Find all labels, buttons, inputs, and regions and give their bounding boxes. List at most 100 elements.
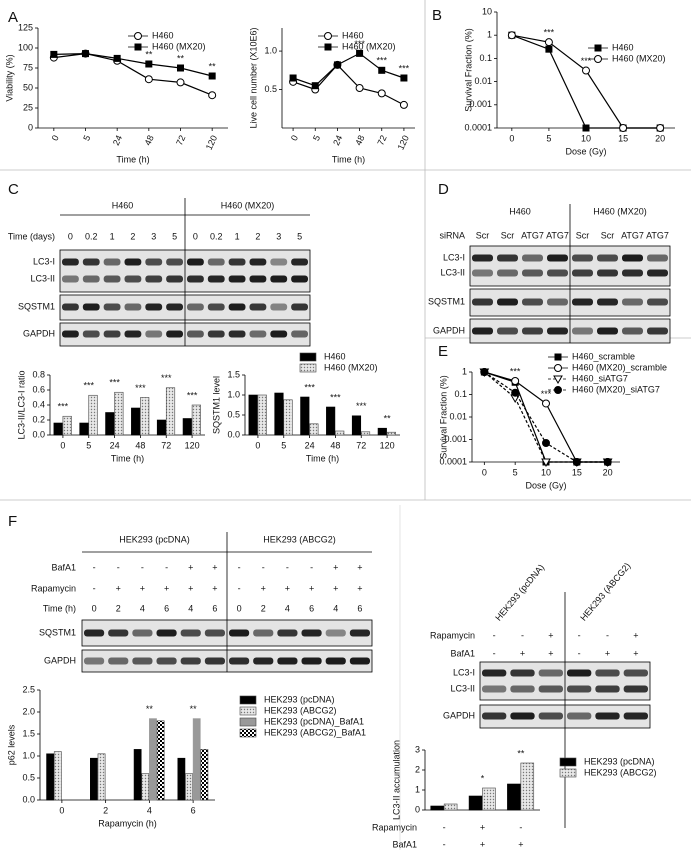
y-tick-label: 125 [18,22,33,32]
blot-group-label: H460 [509,206,531,216]
point [50,50,58,58]
band [228,303,246,311]
x-tick-label: 24 [110,440,120,450]
band [82,303,100,311]
y-tick-label: 2 [415,764,420,774]
y-tick-label: 0.4 [32,399,45,409]
band [572,254,593,262]
band [622,269,643,277]
x-tick-label: 120 [380,440,395,450]
band [595,712,620,720]
bar [156,419,167,436]
band [538,685,563,693]
legend-marker [554,364,562,372]
panel-label: A [8,9,18,26]
lane-label: + [548,630,553,640]
point [544,38,553,47]
band [522,269,543,277]
x-tick-label: 0 [289,134,300,143]
band [229,657,250,665]
significance: *** [354,39,365,49]
legend-label: H460_scramble [572,351,635,361]
y-tick-label: 0.0001 [464,122,492,132]
band [595,685,620,693]
band [103,258,121,266]
legend-label: H460 (MX20)_siATG7 [572,384,660,394]
lane-label: ATG7 [621,230,644,240]
row-label: BafA1 [51,562,76,572]
band [62,275,79,283]
x-tick-label: 5 [546,133,551,143]
lane-label: + [164,583,169,593]
legend-swatch [239,728,257,738]
band [253,629,274,637]
band [622,298,643,306]
legend-swatch [239,695,257,705]
lane-label: ATG7 [521,230,544,240]
band [597,269,618,277]
band [145,330,163,338]
y-tick-label: 0.0001 [439,456,467,466]
band [180,657,201,665]
x-tick-label: 6 [191,805,196,815]
x-tick-label: 5 [281,440,286,450]
series-line [53,52,213,96]
band [482,685,507,693]
band [597,327,618,335]
bar [257,394,267,436]
x-tick-label: 120 [185,440,200,450]
band-label: LC3-I [443,252,465,262]
x-tick-label: 10 [541,467,551,477]
x-tick-label: 48 [143,134,156,147]
point [377,89,386,98]
band-label: LC3-II [30,273,55,283]
band [204,657,225,665]
y-axis-label: SQSTM1 level [211,376,221,434]
band [228,330,246,338]
band [622,327,643,335]
series-line [511,34,661,129]
significance: *** [135,383,146,393]
y-tick-label: 0.01 [449,411,467,421]
y-tick-label: 100 [18,42,33,52]
significance: ** [146,704,154,714]
lane-label: Scr [576,230,590,240]
x-tick-label: 120 [395,134,410,152]
x-tick-label: 0 [255,440,260,450]
legend-marker [553,375,563,385]
point [333,61,341,69]
legend-label: H460 [152,30,174,40]
row-label: siRNA [439,230,465,240]
bar [468,795,483,811]
lane-label: + [261,583,266,593]
y-tick-label: 0.0 [22,794,35,804]
significance: *** [58,402,69,412]
bar [335,430,345,436]
x-tick-label: 72 [356,440,366,450]
legend-marker [134,43,142,51]
row-label: Time (days) [8,231,55,241]
lane-label: + [605,648,610,658]
y-tick-label: 25 [23,102,33,112]
lane-label: - [578,648,581,658]
point [619,124,628,132]
panel-label: B [432,7,442,24]
bar [283,399,293,436]
x-tick-label: 5 [86,440,91,450]
point [113,54,121,62]
band [228,275,246,283]
band [108,657,129,665]
band [647,327,668,335]
lane-label: 3 [151,231,156,241]
point [545,45,553,53]
lane-label: ATG7 [546,230,569,240]
band [270,258,288,266]
band [277,657,298,665]
lane-label: 2 [255,231,260,241]
band [301,629,322,637]
band [145,303,163,311]
blot-group-label: H460 (MX20) [221,200,275,210]
band [228,258,246,266]
significance: *** [541,389,552,399]
band [249,258,267,266]
